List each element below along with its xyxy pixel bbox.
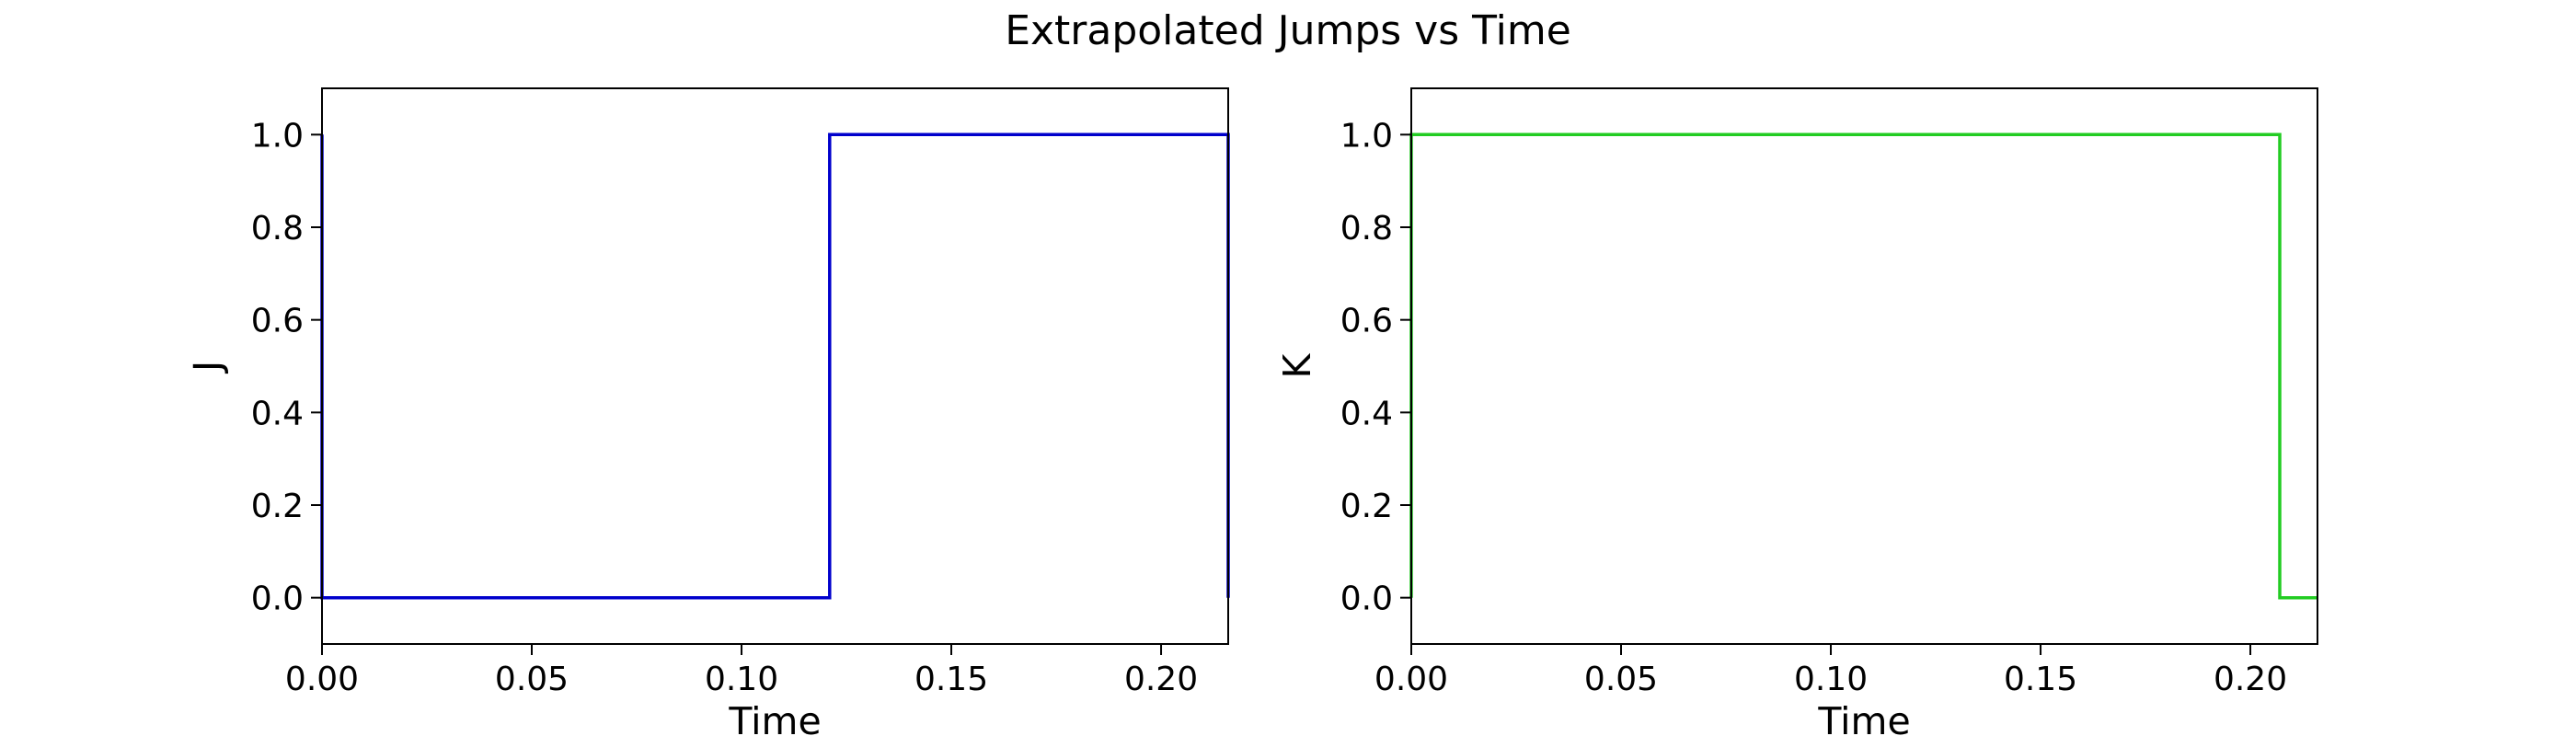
- chart-panel-k: 0.00 0.05 0.10 0.15 0.20 0.0 0.2 0.4 0.6 0.8 1.0 Ti…: [1275, 87, 2318, 736]
- y-tick-label: 0.0: [251, 581, 304, 618]
- y-tick-label: 0.4: [251, 395, 304, 432]
- x-tick-label: 0.10: [1794, 661, 1868, 698]
- y-tick-label: 0.2: [1340, 488, 1393, 525]
- x-tick-label: 0.05: [1584, 661, 1658, 698]
- axes-frame: [321, 87, 1229, 645]
- y-tick-label: 0.4: [1340, 395, 1393, 432]
- x-axis-label: Time: [728, 699, 821, 736]
- x-tick-label: 0.15: [914, 661, 988, 698]
- y-tick-label: 1.0: [251, 117, 304, 155]
- x-tick-label: 0.00: [285, 661, 359, 698]
- chart-panel-j: 0.00 0.05 0.10 0.15 0.20 0.0 0.2 0.4 0.6 0.8 1.0 Ti…: [186, 87, 1230, 736]
- x-tick-label: 0.05: [495, 661, 569, 698]
- x-axis-label: Time: [1817, 699, 1910, 736]
- x-tick-label: 0.00: [1374, 661, 1448, 698]
- series-line-k: [1409, 132, 2317, 600]
- x-tick-label: 0.20: [2214, 661, 2287, 698]
- y-axis-label: J: [186, 361, 230, 374]
- series-line-j: [320, 132, 1230, 600]
- x-tick-label: 0.15: [2004, 661, 2077, 698]
- x-tick-label: 0.20: [1124, 661, 1198, 698]
- y-tick-label: 0.8: [1340, 210, 1393, 247]
- y-tick-label: 0.6: [1340, 303, 1393, 340]
- y-tick-label: 0.0: [1340, 581, 1393, 618]
- axes-frame: [1410, 87, 2318, 645]
- y-tick-label: 0.2: [251, 488, 304, 525]
- y-tick-label: 0.6: [251, 303, 304, 340]
- y-axis-label: K: [1275, 352, 1319, 378]
- x-tick-label: 0.10: [705, 661, 778, 698]
- figure-title: Extrapolated Jumps vs Time: [1005, 7, 1571, 54]
- y-tick-label: 1.0: [1340, 117, 1393, 155]
- y-tick-label: 0.8: [251, 210, 304, 247]
